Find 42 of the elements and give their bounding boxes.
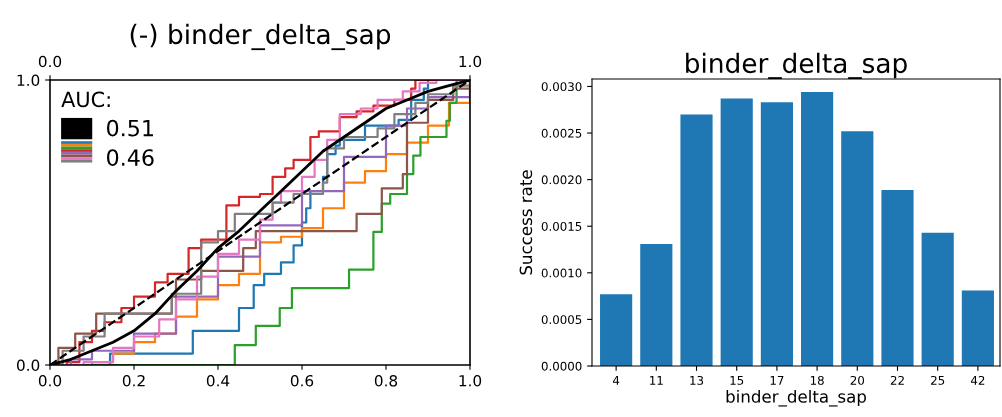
legend-title: AUC: — [61, 91, 110, 108]
x-tick-label: 17 — [770, 376, 784, 385]
x-tick-label: 42 — [970, 375, 985, 385]
x-tick-label: 13 — [690, 375, 704, 385]
y-tick-label: 0.0005 — [541, 315, 582, 325]
y-tick-label: 0.0010 — [541, 268, 582, 278]
y-tick-label: 0.0020 — [541, 175, 582, 185]
chart-title: binder_delta_sap — [686, 52, 907, 79]
x-tick-label: 0.0 — [38, 374, 62, 387]
bar — [720, 98, 753, 366]
x-axis-title: binder_delta_sap — [726, 389, 866, 407]
x2-tick-label: 0.0 — [38, 55, 62, 68]
bar — [640, 243, 673, 366]
x-tick-label: 20 — [850, 375, 865, 385]
y-tick-label: 0.0015 — [541, 221, 582, 231]
x-tick-label: 4 — [612, 376, 620, 385]
chart-title: (-) binder_delta_sap — [130, 23, 391, 51]
x-tick-label: 18 — [810, 375, 824, 385]
y-tick-label: 0.0025 — [541, 128, 582, 138]
legend-label: 0.51 — [107, 119, 153, 137]
x-tick-label: 0.2 — [122, 374, 145, 387]
bar — [801, 92, 834, 366]
x-tick-label: 11 — [650, 376, 663, 385]
bar — [600, 294, 633, 366]
x2-tick-label: 1.0 — [459, 55, 482, 68]
x-tick-label: 0.6 — [290, 374, 314, 387]
y-axis-title: Success rate — [519, 170, 533, 275]
bar — [921, 232, 954, 366]
y-tick-label: 0.0030 — [541, 82, 582, 92]
x-tick-label: 0.8 — [374, 374, 398, 387]
bar — [680, 114, 713, 366]
bar — [841, 131, 874, 366]
bar — [881, 189, 914, 366]
y-tick-label: 0.0000 — [541, 361, 582, 371]
bar — [760, 102, 793, 366]
x-tick-label: 0.4 — [206, 374, 230, 387]
x-tick-label: 22 — [890, 375, 904, 385]
x-tick-label: 25 — [931, 375, 945, 385]
x-tick-label: 15 — [730, 376, 744, 385]
legend-label: 0.46 — [107, 149, 154, 166]
x-tick-label: 1.0 — [459, 374, 482, 387]
bar — [961, 290, 994, 366]
